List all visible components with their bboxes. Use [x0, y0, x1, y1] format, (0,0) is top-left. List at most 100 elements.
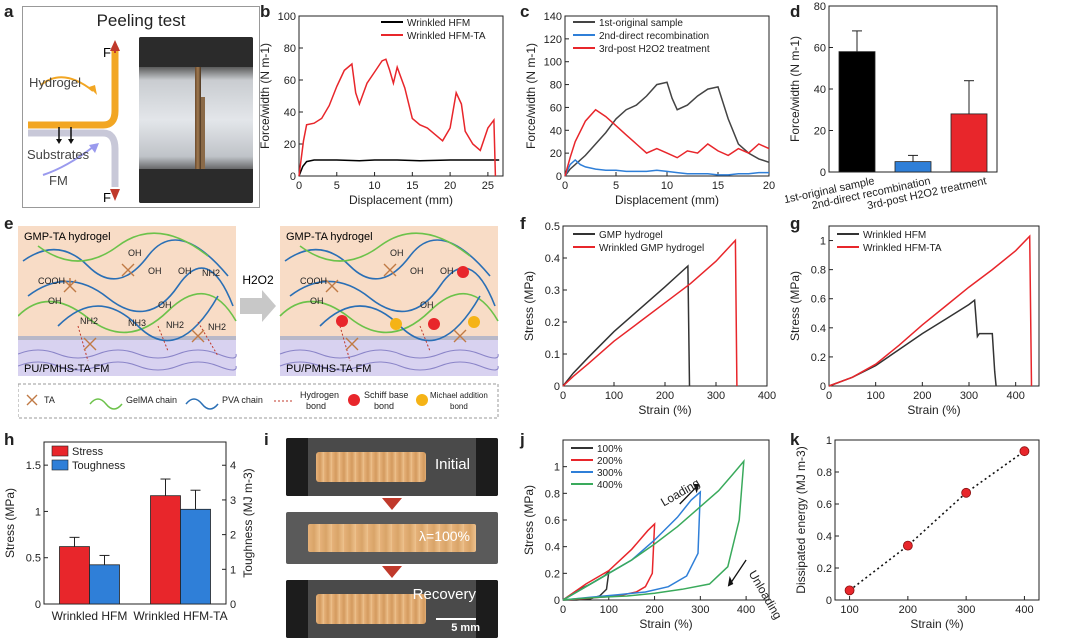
- svg-text:OH: OH: [410, 266, 424, 276]
- panel-label-f: f: [520, 214, 526, 233]
- michael-bond-marker: [390, 318, 402, 330]
- bar: [59, 546, 90, 605]
- legend-schiff-l2: bond: [374, 401, 394, 411]
- x-tick-label: 20: [444, 180, 456, 192]
- y-tick-label: 0.4: [811, 323, 826, 335]
- legend-entry: Wrinkled GMP hydrogel: [599, 243, 704, 254]
- legend-entry: 400%: [597, 480, 623, 491]
- y-tick-label: 0.1: [545, 349, 560, 361]
- x-tick-label: 15: [406, 180, 418, 192]
- x-tick-label: 5: [334, 180, 340, 192]
- y-tick-label: 80: [284, 43, 296, 55]
- michael-bond-marker: [468, 316, 480, 328]
- panel-label-c: c: [520, 2, 530, 21]
- data-point: [902, 540, 913, 551]
- y-tick-label: 0: [820, 381, 826, 393]
- y-tick-label: 0.8: [817, 467, 832, 479]
- left-hydrogel-label: GMP-TA hydrogel: [24, 231, 111, 243]
- legend-entry: Stress: [72, 446, 104, 458]
- trend-line: [849, 450, 1025, 592]
- arrow-down-2: [382, 566, 402, 578]
- group-nh2: NH2: [80, 316, 98, 326]
- y-tick-label: 20: [284, 139, 296, 151]
- y-tick-label: 40: [814, 84, 826, 96]
- chart-f-stress-strain: 0 100 200 300 400 0 0.1 0.2 0.3 0.4 0.5 Strain (%) S…: [522, 221, 776, 417]
- left-fm-label: PU/PMHS-TA FM: [24, 363, 109, 375]
- series-line: [564, 81, 770, 177]
- x-tick-label: 400: [1006, 390, 1024, 402]
- x-tick-label: 400: [758, 390, 776, 402]
- panel-i-photos: Initial λ=100% Recovery 5 mm: [286, 438, 498, 638]
- legend-swatch: [51, 445, 69, 457]
- x-tick-label: 100: [600, 604, 618, 616]
- legend-entry: 100%: [597, 444, 623, 455]
- y-tick-label: 0.4: [545, 542, 560, 554]
- y-tick-label: 60: [550, 102, 562, 114]
- y-tick-label: 20: [814, 126, 826, 138]
- x-tick-label: 15: [712, 180, 724, 192]
- x-tick-label: 300: [707, 390, 725, 402]
- x-tick-label: 100: [840, 604, 858, 616]
- x-tick-label: 400: [737, 604, 755, 616]
- y-axis-label: Stress (MPa): [522, 485, 536, 555]
- mechanism-legend: TA GelMA chain PVA chain Hydrogen bond S…: [26, 390, 488, 411]
- svg-text:OH: OH: [420, 300, 434, 310]
- y-tick-label: 0.6: [545, 515, 560, 527]
- x-tick-label: 300: [691, 604, 709, 616]
- group-oh: OH: [158, 300, 172, 310]
- y2-tick-label: 0: [230, 599, 236, 611]
- series-line: [562, 264, 691, 387]
- loading-arrowhead: [693, 484, 700, 494]
- panel-label-b: b: [260, 2, 271, 21]
- group-nh2: NH2: [202, 268, 220, 278]
- legend-entry: 3rd-post H2O2 treatment: [599, 44, 710, 55]
- y-tick-label: 120: [544, 34, 562, 46]
- data-point: [1019, 446, 1030, 457]
- y-tick-label: 60: [284, 75, 296, 87]
- y-tick-label: 140: [544, 11, 562, 23]
- plot-frame: [298, 15, 504, 177]
- x-tick-label: 200: [645, 604, 663, 616]
- y-tick-label: 0: [556, 171, 562, 183]
- y-tick-label: 0.5: [26, 553, 41, 565]
- y-tick-label: 0.2: [545, 317, 560, 329]
- ta-molecules: [63, 263, 467, 351]
- series-line: [562, 459, 745, 601]
- unloading-arrow: [729, 559, 747, 585]
- legend-entry: 2nd-direct recombination: [599, 31, 709, 42]
- legend-hydrogen-bond-l1: Hydrogen: [300, 390, 339, 400]
- category-label: Wrinkled HFM-TA: [133, 609, 227, 623]
- legend-entry: Wrinkled HFM-TA: [407, 31, 486, 42]
- y-axis-label: Force/width (N m-1): [258, 43, 272, 149]
- y-tick-label: 40: [550, 125, 562, 137]
- y-tick-label: 0.2: [817, 563, 832, 575]
- x-axis-label: Displacement (mm): [615, 193, 719, 207]
- label-fm: FM: [49, 173, 68, 188]
- schiff-bond-marker: [428, 318, 440, 330]
- x-tick-label: 200: [656, 390, 674, 402]
- x-tick-label: 10: [661, 180, 673, 192]
- x-tick-label: 100: [866, 390, 884, 402]
- panel-label-a: a: [4, 2, 14, 21]
- y-tick-label: 1: [826, 435, 832, 447]
- right-hydrogel-label: GMP-TA hydrogel: [286, 231, 373, 243]
- y-tick-label: 0: [826, 595, 832, 607]
- legend-entry: 200%: [597, 456, 623, 467]
- group-oh: OH: [48, 296, 62, 306]
- transform-arrow: [240, 290, 276, 322]
- panel-label-h: h: [4, 430, 15, 449]
- series-line: [562, 238, 738, 387]
- peeling-schematic-svg: F F Hydrogel Substrates FM: [27, 40, 120, 205]
- legend-pva: PVA chain: [222, 395, 263, 405]
- svg-text:OH: OH: [310, 296, 324, 306]
- x-axis-label: Displacement (mm): [349, 193, 453, 207]
- x-tick-label: 200: [913, 390, 931, 402]
- series-line: [828, 298, 997, 387]
- y-tick-label: 1.5: [26, 460, 41, 472]
- series-line: [564, 108, 770, 177]
- y-tick-label: 0.4: [545, 253, 560, 265]
- y-tick-label: 0.2: [811, 352, 826, 364]
- x-tick-label: 0: [560, 390, 566, 402]
- legend-entry: Wrinkled HFM-TA: [863, 243, 942, 254]
- x-tick-label: 100: [605, 390, 623, 402]
